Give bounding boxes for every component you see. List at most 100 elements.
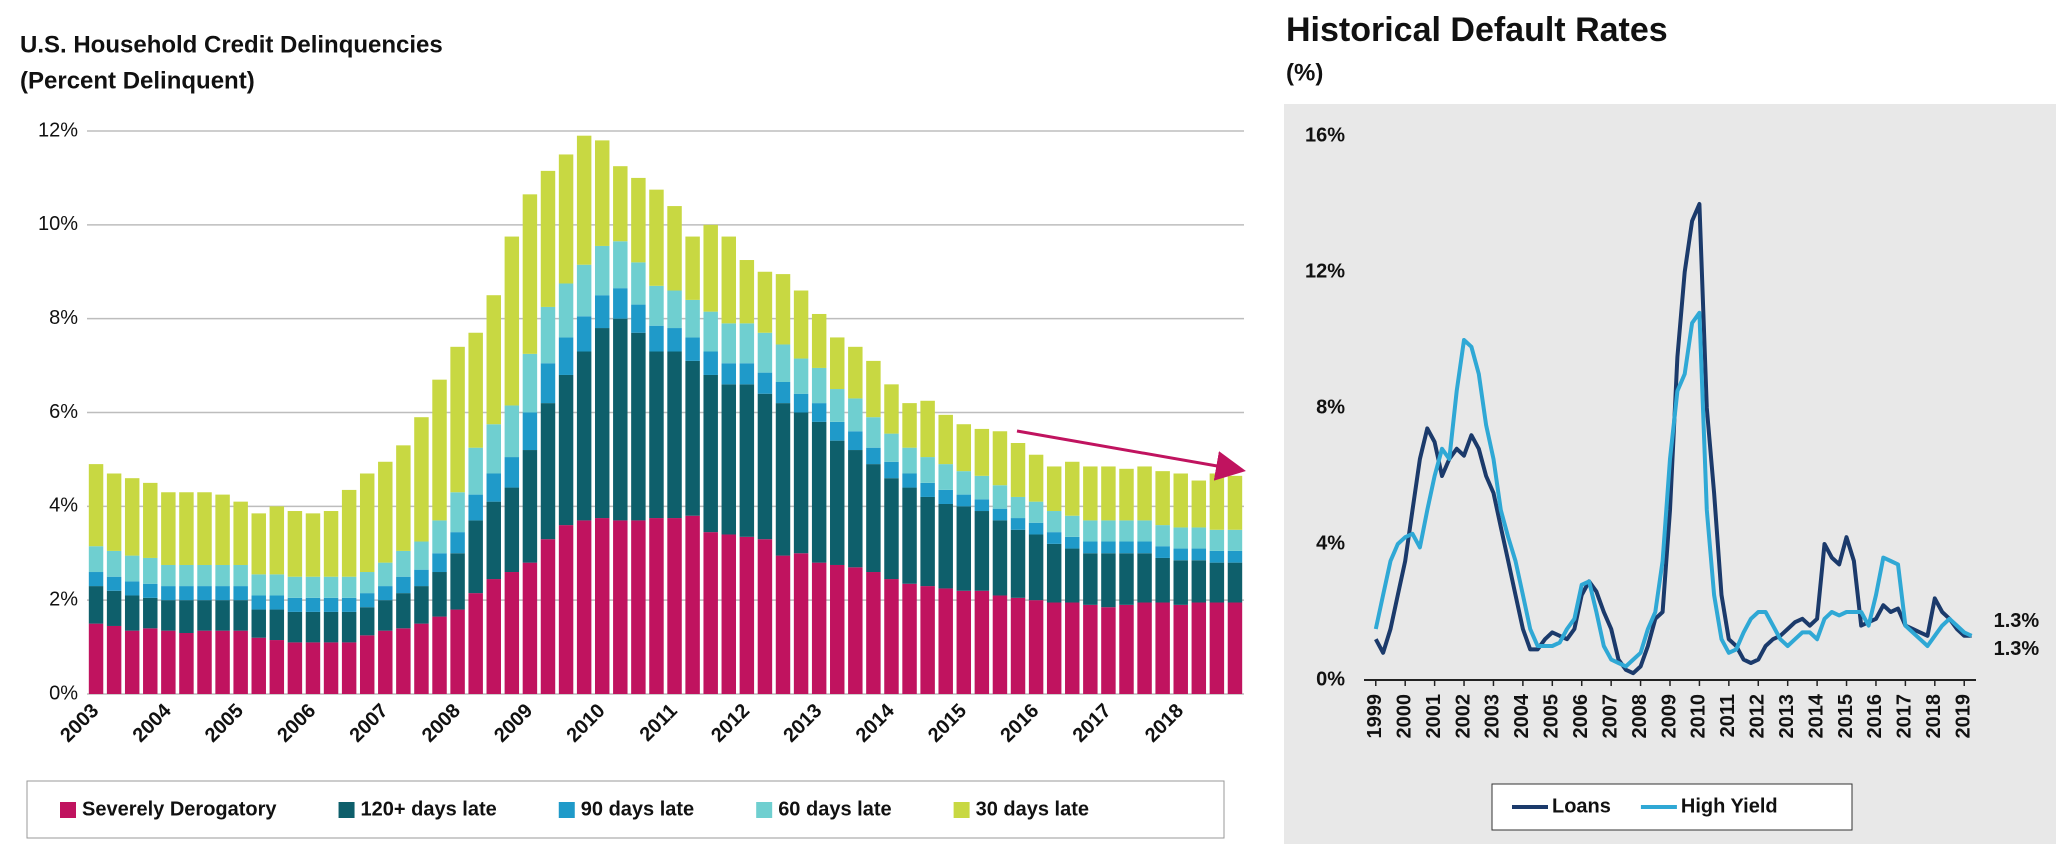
bar — [1227, 550, 1243, 563]
bar — [341, 489, 357, 577]
bar — [197, 600, 212, 631]
x-tick-label: 2012 — [1747, 694, 1769, 739]
bar — [287, 511, 303, 577]
bar — [414, 586, 429, 624]
legend-swatch — [558, 802, 575, 818]
bar — [920, 496, 935, 587]
x-tick-label: 2005 — [1541, 694, 1563, 739]
bar — [757, 539, 773, 694]
x-tick-label: 2001 — [1423, 694, 1445, 739]
bar — [884, 433, 899, 462]
bar — [721, 323, 737, 364]
bar — [540, 539, 556, 694]
bar — [88, 546, 104, 573]
bar — [631, 262, 646, 305]
bar — [215, 630, 230, 694]
x-tick-label: 2007 — [346, 700, 393, 747]
bar — [269, 595, 285, 610]
bar — [1065, 515, 1080, 537]
bar — [992, 595, 1008, 694]
bar — [558, 283, 574, 338]
bar — [956, 506, 972, 591]
bar — [1083, 520, 1098, 542]
bar — [884, 384, 899, 434]
bar — [830, 564, 845, 694]
bar — [830, 337, 845, 390]
y-tick-label: 0% — [1316, 668, 1345, 690]
bar — [323, 597, 339, 612]
bar — [522, 562, 538, 694]
bar — [161, 630, 176, 694]
bar — [1119, 553, 1134, 605]
bar — [685, 337, 700, 361]
chart-subtitle: (Percent Delinquent) — [20, 67, 255, 94]
bar — [1173, 473, 1188, 528]
bar — [1046, 466, 1062, 512]
bar — [305, 513, 321, 577]
bar — [956, 471, 972, 495]
bar — [1137, 541, 1152, 554]
chart-subtitle: (%) — [1286, 59, 1323, 86]
bar — [739, 384, 755, 537]
bar — [830, 440, 845, 565]
bar — [793, 412, 809, 554]
bar — [1227, 529, 1243, 551]
bar — [884, 478, 899, 580]
bar — [1083, 604, 1098, 694]
bar — [468, 520, 483, 594]
trend-arrow — [1016, 429, 1246, 481]
legend-swatch — [60, 802, 76, 818]
bar — [667, 351, 682, 519]
bar — [88, 572, 104, 587]
bar — [739, 536, 755, 694]
y-tick-label: 6% — [49, 401, 78, 423]
bar — [215, 494, 230, 565]
bar — [287, 611, 303, 643]
bar — [793, 553, 809, 694]
x-tick-label: 2005 — [201, 700, 248, 747]
bar — [1119, 520, 1134, 542]
x-tick-label: 2014 — [852, 699, 900, 747]
bar — [1155, 525, 1170, 547]
bar — [414, 541, 429, 570]
bar — [215, 586, 230, 601]
bar — [1010, 442, 1026, 497]
bar — [251, 513, 266, 575]
bar — [775, 403, 791, 556]
bar — [956, 590, 972, 694]
y-tick-label: 2% — [49, 588, 78, 610]
bar — [703, 224, 718, 312]
bar — [884, 579, 899, 694]
bar — [432, 572, 447, 617]
bar — [1065, 461, 1080, 516]
bar — [1046, 543, 1062, 603]
bar — [323, 576, 339, 598]
bar — [613, 241, 628, 289]
bar — [1209, 550, 1225, 563]
bar — [992, 520, 1008, 596]
chart-title: Historical Default Rates — [1286, 11, 1668, 49]
bar — [558, 154, 574, 284]
bar — [124, 630, 140, 694]
bar — [775, 382, 791, 404]
bar — [667, 328, 682, 352]
bar — [378, 630, 393, 694]
bar — [558, 374, 574, 526]
bar — [613, 318, 628, 521]
bar — [504, 405, 520, 458]
bar — [558, 525, 574, 694]
bar — [992, 431, 1008, 486]
bar — [703, 351, 718, 375]
bar — [902, 487, 917, 584]
bar — [866, 417, 881, 448]
bar — [1119, 541, 1134, 554]
bar — [305, 642, 321, 694]
bar — [1191, 480, 1207, 528]
end-label: 1.3% — [1994, 638, 2040, 660]
bar — [359, 607, 375, 636]
bar — [649, 189, 664, 286]
bar — [540, 306, 556, 364]
bar — [1191, 560, 1207, 603]
legend-label: High Yield — [1681, 795, 1778, 817]
bar — [1155, 471, 1170, 526]
